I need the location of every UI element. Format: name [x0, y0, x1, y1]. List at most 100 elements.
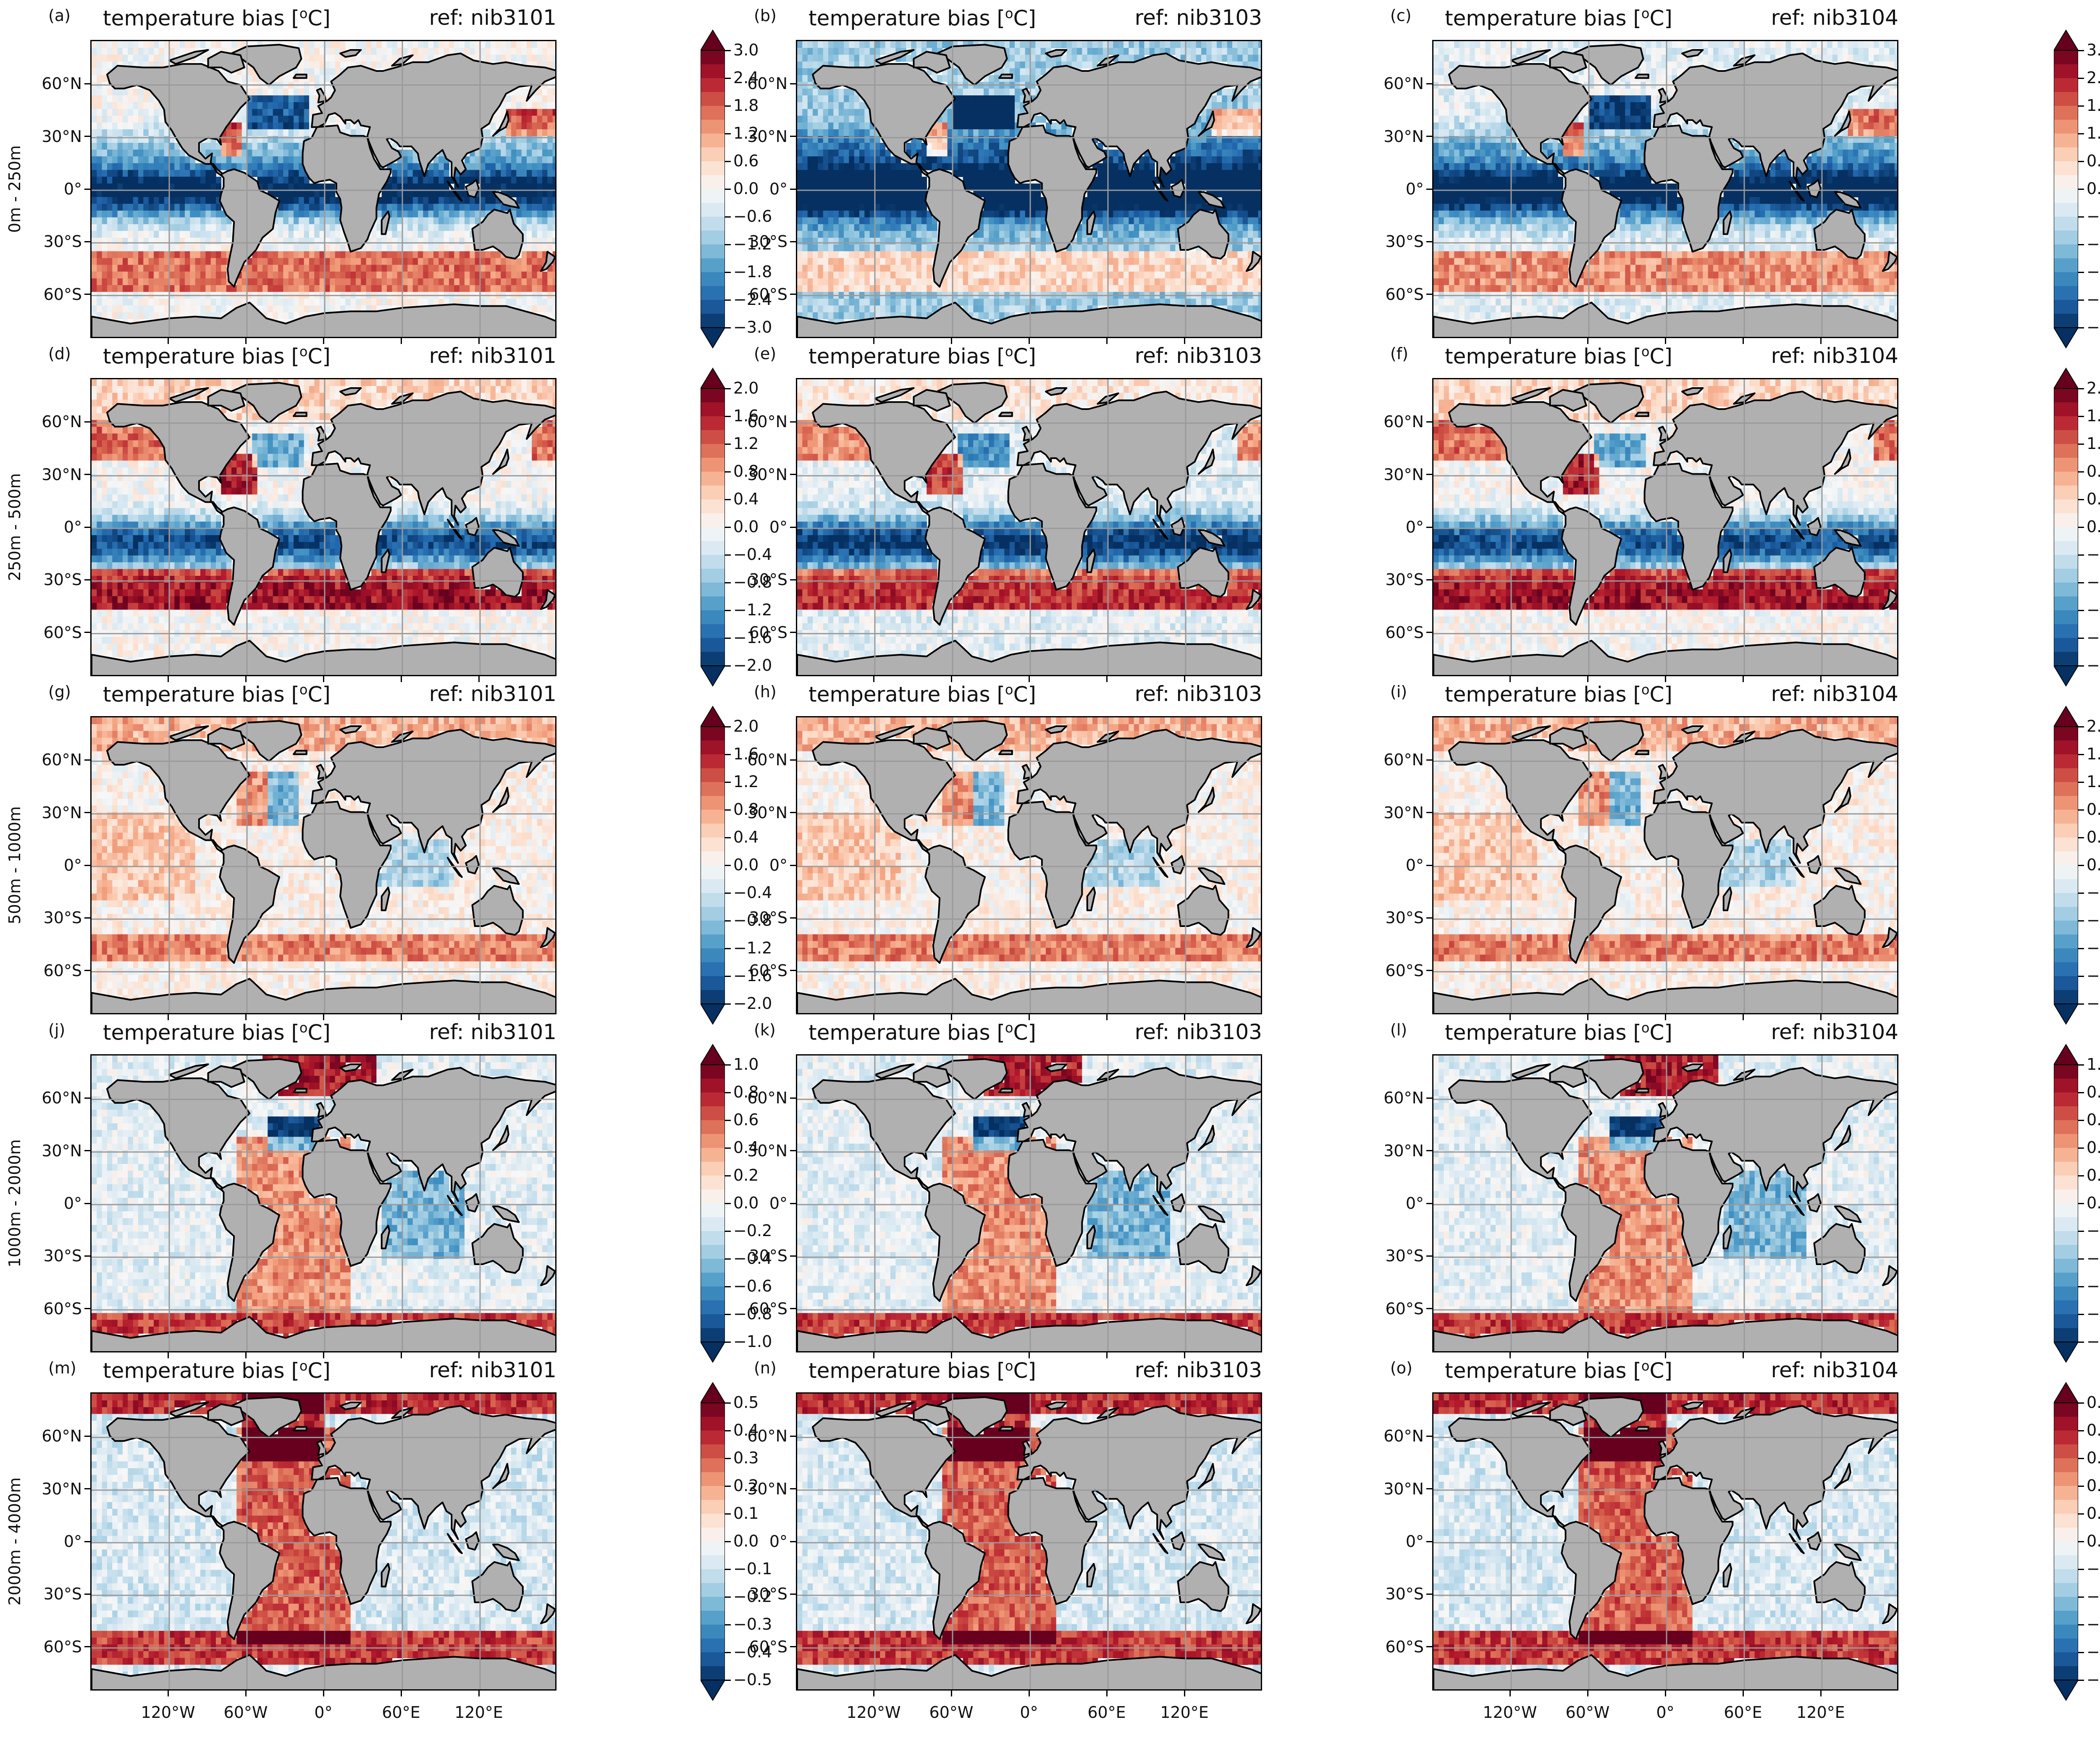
gridlines [92, 379, 555, 675]
panel-ref: ref: nib3101 [304, 344, 556, 368]
colorbar-tick-mark [2078, 864, 2084, 866]
lat-tick-mark [84, 632, 90, 633]
gridlines [92, 717, 555, 1013]
lon-tick-mark [478, 1691, 480, 1696]
lon-tick-mark [1028, 676, 1030, 682]
colorbar-segment [2054, 624, 2078, 638]
colorbar-tick-mark [725, 1175, 731, 1176]
colorbar-tick-mark [2078, 271, 2084, 273]
lat-tick-label: 30°N [1361, 1480, 1424, 1498]
lon-tick-mark [1587, 676, 1588, 682]
colorbar-tick-label: 1.8 [2087, 96, 2100, 115]
lat-tick-mark [1426, 1488, 1432, 1490]
lat-tick-mark [84, 1488, 90, 1490]
lat-tick-mark [790, 83, 796, 84]
colorbar-tick-mark [2078, 1430, 2084, 1431]
lon-tick-mark [873, 1014, 874, 1020]
colorbar-tick-label: −1.6 [733, 966, 772, 985]
map-j [90, 1054, 556, 1352]
colorbar-tick-mark [2078, 1258, 2084, 1260]
colorbar-tick-mark [725, 1596, 731, 1598]
colorbar [2053, 1382, 2079, 1703]
colorbar-tick-mark [725, 1624, 731, 1625]
colorbar-segment [701, 976, 725, 990]
lat-tick-mark [790, 1255, 796, 1257]
colorbar-segment [701, 444, 725, 458]
colorbar-segment [2054, 727, 2078, 741]
lat-tick-mark [84, 421, 90, 423]
colorbar-segment [701, 1625, 725, 1639]
colorbar-segment [2054, 1259, 2078, 1273]
panel-ref: ref: nib3101 [304, 682, 556, 706]
map-c [1432, 40, 1898, 338]
colorbar-tick-mark [725, 582, 731, 583]
gridlines [797, 717, 1261, 1013]
lat-tick-label: 60°S [19, 285, 82, 304]
colorbar-segment [2054, 1514, 2078, 1528]
colorbar-tick-mark [725, 50, 731, 51]
colorbar-tick-label: −0.8 [733, 573, 772, 591]
lat-tick-label: 0° [19, 1532, 82, 1551]
colorbar-tick-mark [2078, 244, 2084, 245]
colorbar-tick-label: 0.8 [733, 1083, 759, 1101]
colorbar-tick-mark [2078, 443, 2084, 445]
colorbar-segment [701, 990, 725, 1004]
colorbar-segment [2054, 1134, 2078, 1148]
lat-tick-label: 60°N [724, 751, 788, 769]
colorbar-tick-mark [2078, 50, 2084, 51]
colorbar-tick-label: −0.8 [2087, 573, 2100, 591]
lon-tick-mark [1742, 676, 1744, 682]
lat-tick-label: 60°N [19, 1089, 82, 1107]
panel-title: temperature bias [oC] [1445, 682, 1672, 707]
colorbar-tick-mark [2078, 1402, 2084, 1404]
colorbar-tick-mark [2078, 637, 2084, 639]
colorbar-tick-label: −2.0 [2087, 994, 2100, 1013]
colorbar-segment [2054, 189, 2078, 203]
panel-ref: ref: nib3101 [304, 5, 556, 30]
bias-field [92, 379, 555, 664]
colorbar-tick-mark [725, 948, 731, 949]
colorbar-tick-mark [2078, 948, 2084, 949]
colorbar-segment [701, 727, 725, 741]
lon-tick-mark [167, 1014, 169, 1020]
lat-tick-label: 30°S [724, 908, 788, 927]
colorbar-tick-mark [725, 1119, 731, 1121]
lon-tick-mark [1742, 1352, 1744, 1358]
lat-tick-mark [790, 1097, 796, 1099]
lon-tick-mark [1820, 1014, 1822, 1020]
lat-tick-mark [790, 917, 796, 919]
colorbar-tick-mark [2078, 582, 2084, 583]
lat-tick-mark [790, 812, 796, 814]
colorbar-segment [701, 1486, 725, 1500]
colorbar-tick-mark [2078, 975, 2084, 977]
colorbar-segment [701, 583, 725, 597]
colorbar-segment [2054, 1611, 2078, 1625]
colorbar-segment [701, 624, 725, 638]
lon-tick-mark [1664, 676, 1666, 682]
colorbar-segment [2054, 1162, 2078, 1176]
panel-label: (o) [1390, 1359, 1412, 1377]
colorbar-segment [2054, 1569, 2078, 1583]
panel-title: temperature bias [oC] [1445, 1020, 1672, 1045]
colorbar-segment [2054, 907, 2078, 921]
colorbar-extend-max [2053, 1044, 2079, 1065]
colorbar-segment [701, 402, 725, 417]
lat-tick-label: 30°N [19, 803, 82, 822]
colorbar-segment [701, 92, 725, 106]
lat-tick-mark [84, 1435, 90, 1437]
colorbar-segment [2054, 935, 2078, 949]
lat-tick-mark [84, 1593, 90, 1595]
lat-tick-label: 0° [724, 1532, 788, 1551]
lat-tick-mark [790, 1488, 796, 1490]
colorbar-segment [701, 1217, 725, 1231]
colorbar-tick-label: 0.0 [733, 1194, 759, 1212]
lon-tick-mark [1028, 1352, 1030, 1358]
lat-tick-label: 30°N [1361, 803, 1424, 822]
colorbar-tick-mark [2078, 1568, 2084, 1570]
lat-tick-label: 30°S [1361, 908, 1424, 927]
colorbar-extend-max [2053, 368, 2079, 389]
colorbar-extend-max [700, 1044, 726, 1065]
colorbar-segment [701, 50, 725, 65]
lat-tick-mark [84, 188, 90, 190]
